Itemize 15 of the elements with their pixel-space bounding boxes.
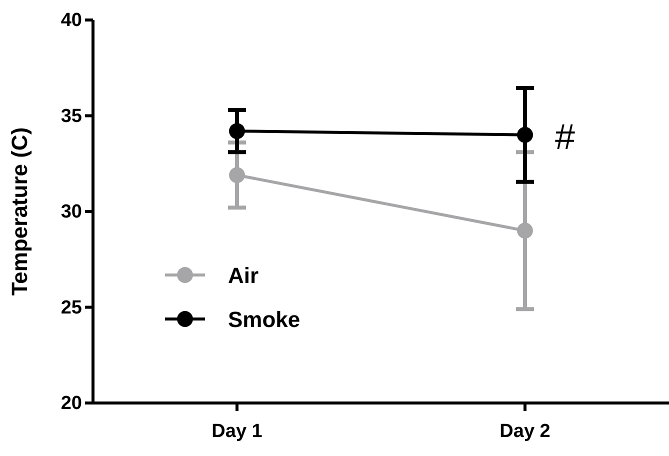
- point: [517, 222, 533, 239]
- annotation: #: [555, 116, 576, 157]
- point: [517, 126, 533, 143]
- y-tick-label: 30: [60, 202, 82, 223]
- point: [229, 167, 245, 184]
- legend-label: Air: [228, 263, 259, 288]
- y-tick-label: 25: [60, 297, 82, 318]
- y-axis-title: Temperature (C): [7, 127, 32, 296]
- y-tick-label: 20: [60, 393, 82, 414]
- legend-label: Smoke: [228, 307, 300, 332]
- y-tick-label: 40: [60, 10, 82, 32]
- x-tick-label: Day 1: [212, 420, 263, 442]
- y-tick-label: 35: [60, 106, 82, 127]
- point: [229, 123, 245, 140]
- x-tick-label: Day 2: [500, 420, 550, 442]
